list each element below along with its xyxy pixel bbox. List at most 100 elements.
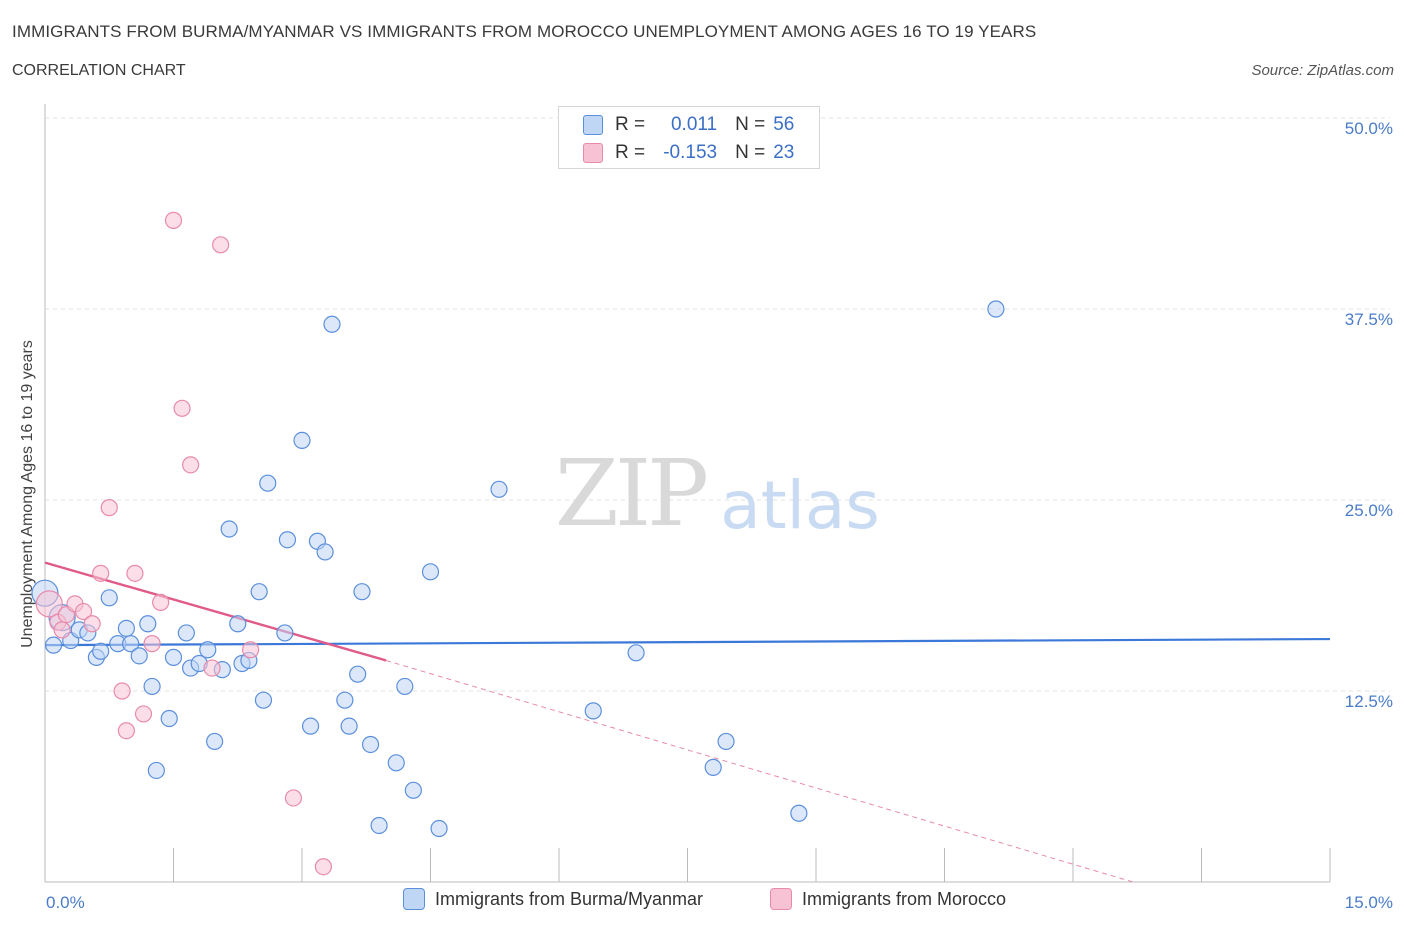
tick-labels: 12.5% 25.0% 37.5% 50.0% 0.0% 15.0% (46, 119, 1393, 912)
point-burma (717, 732, 735, 751)
point-burma (349, 665, 367, 683)
series-swatch-morocco (770, 888, 792, 910)
source-label: Source: ZipAtlas.com (1251, 62, 1394, 79)
point-burma (220, 520, 238, 538)
point-burma (293, 431, 311, 450)
point-burma (430, 819, 448, 838)
legend-r-value: 0.011 (670, 114, 718, 135)
point-burma (336, 691, 354, 709)
point-burma (143, 677, 161, 696)
legend-swatch-morocco (583, 143, 603, 163)
point-morocco (100, 499, 118, 517)
y-tick-label: 25.0% (1345, 501, 1393, 520)
point-morocco (314, 858, 333, 876)
point-burma (92, 642, 110, 660)
point-burma (790, 804, 808, 822)
chart-title: IMMIGRANTS FROM BURMA/MYANMAR VS IMMIGRA… (12, 22, 1037, 41)
point-burma (316, 543, 334, 561)
point-morocco (242, 641, 260, 659)
point-morocco (143, 635, 161, 653)
point-burma (987, 300, 1005, 318)
point-burma (164, 648, 183, 666)
point-burma (584, 702, 602, 720)
watermark: ZIP atlas (555, 440, 880, 547)
point-burma (490, 480, 508, 498)
series-legend-morocco: Immigrants from Morocco (770, 888, 1006, 910)
point-morocco (284, 789, 303, 807)
point-burma (627, 644, 645, 662)
series-legend-burma: Immigrants from Burma/Myanmar (403, 888, 703, 910)
point-burma (199, 641, 217, 659)
series-swatch-burma (403, 888, 425, 910)
point-burma (396, 677, 414, 696)
point-morocco (182, 456, 200, 474)
point-burma (361, 735, 380, 754)
watermark-zip: ZIP (555, 440, 706, 547)
point-burma (177, 624, 195, 642)
point-burma (250, 583, 268, 601)
point-morocco (53, 621, 71, 639)
legend-n-value: 56 (773, 114, 795, 135)
point-burma (353, 583, 371, 601)
point-burma (259, 474, 277, 492)
legend-swatch-burma (583, 115, 603, 135)
point-morocco (113, 682, 131, 700)
point-burma (276, 624, 294, 642)
y-tick-label: 50.0% (1345, 119, 1393, 138)
point-burma (117, 619, 135, 637)
point-burma (229, 615, 247, 633)
legend-r-value: -0.153 (663, 142, 718, 163)
grid-lines (45, 117, 1390, 692)
point-morocco (74, 602, 93, 621)
point-burma (254, 691, 273, 709)
point-morocco (35, 590, 63, 618)
point-morocco (173, 399, 191, 417)
series-label-morocco: Immigrants from Morocco (802, 888, 1007, 909)
point-burma (323, 315, 341, 333)
x-tick-label: 0.0% (46, 893, 85, 912)
point-burma (44, 636, 63, 654)
trend-lines (44, 561, 1331, 883)
data-points (31, 211, 1005, 876)
point-morocco (203, 659, 221, 677)
trend-line-burma (44, 637, 1331, 647)
legend-n-label: N = (735, 114, 766, 135)
point-burma (387, 754, 405, 772)
point-burma (301, 717, 320, 735)
point-morocco (83, 615, 101, 633)
point-burma (704, 758, 722, 777)
point-morocco (212, 236, 230, 254)
point-morocco (152, 593, 170, 611)
chart-subtitle: CORRELATION CHART (12, 62, 186, 79)
point-burma (122, 635, 140, 653)
point-morocco (92, 564, 110, 582)
point-burma (340, 717, 358, 735)
point-burma (100, 589, 118, 607)
point-burma (370, 816, 388, 835)
x-tick-label: 15.0% (1345, 893, 1393, 912)
y-tick-label: 12.5% (1345, 692, 1393, 711)
correlation-legend: R = 0.011 N = 56 R = -0.153 N = 23 (558, 106, 820, 169)
legend-n-value: 23 (773, 142, 795, 163)
point-morocco (117, 722, 135, 740)
point-burma (278, 531, 297, 549)
point-burma (206, 732, 224, 751)
legend-r-label: R = (615, 114, 646, 135)
point-morocco (134, 705, 153, 723)
axes (44, 104, 1331, 883)
legend-row-burma: R = 0.011 N = 56 (583, 112, 794, 138)
series-legend: Immigrants from Burma/Myanmar Immigrants… (0, 888, 1406, 916)
point-burma (160, 709, 178, 728)
watermark-atlas: atlas (720, 467, 880, 544)
point-burma (421, 563, 440, 581)
point-burma (147, 761, 165, 780)
trend-line-morocco-extension (385, 659, 1134, 883)
point-morocco (126, 564, 144, 582)
legend-r-label: R = (615, 142, 646, 163)
y-tick-label: 37.5% (1345, 310, 1393, 329)
point-burma (404, 781, 422, 799)
point-morocco (164, 211, 183, 229)
legend-n-label: N = (735, 142, 766, 163)
point-burma (130, 647, 148, 665)
